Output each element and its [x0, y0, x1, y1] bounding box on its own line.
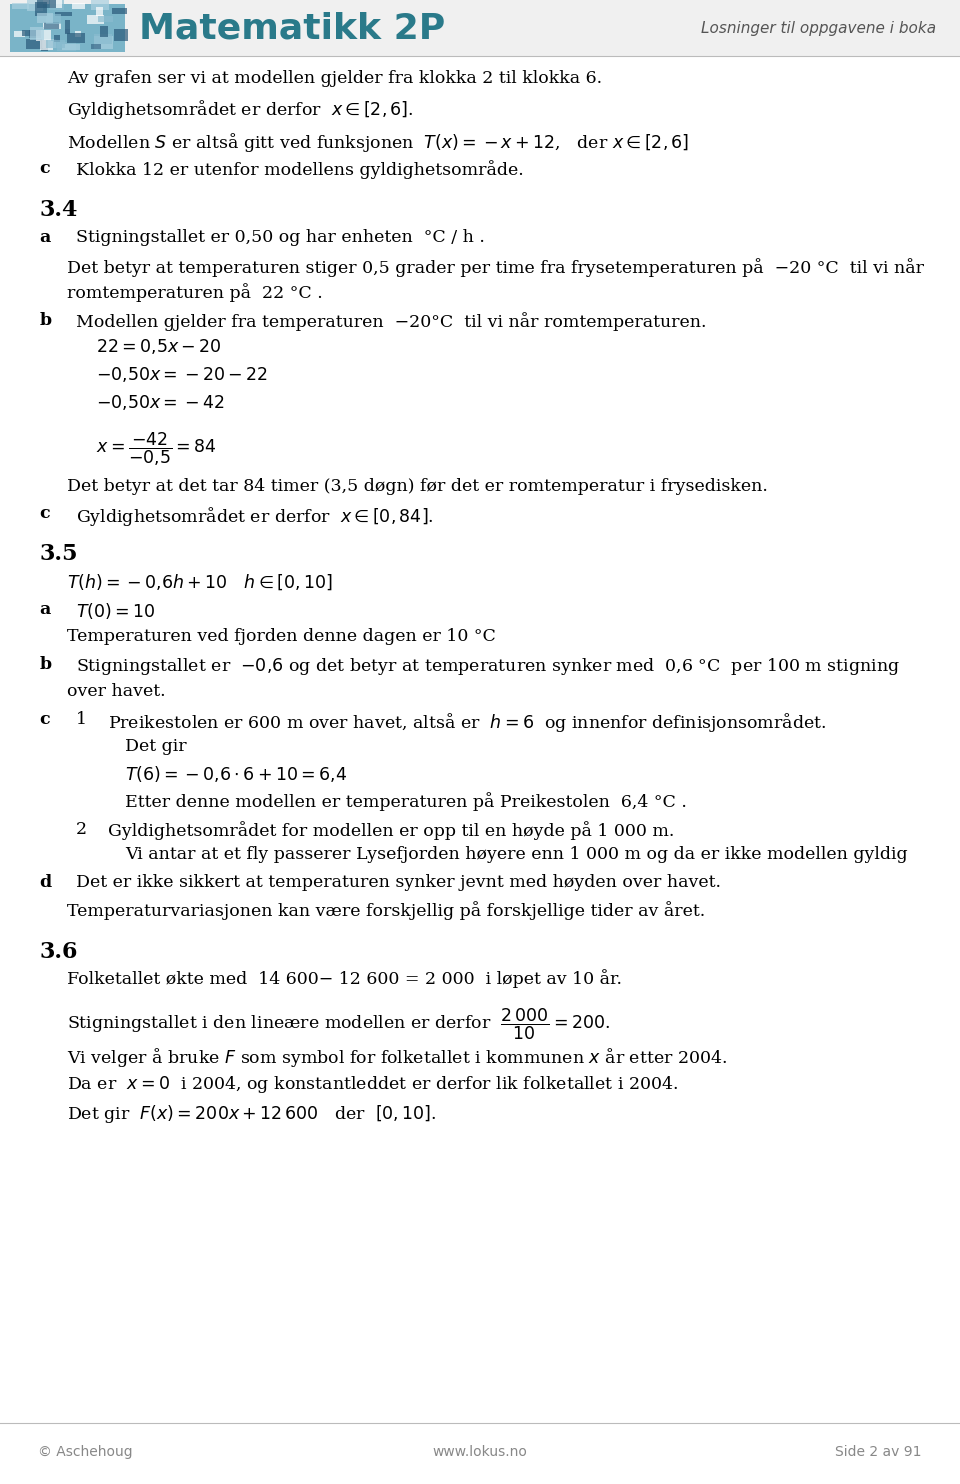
- Bar: [86, 15, 105, 24]
- Bar: [36, 30, 51, 42]
- Text: romtemperaturen på  22 °C .: romtemperaturen på 22 °C .: [67, 283, 323, 303]
- Text: 3.6: 3.6: [39, 941, 78, 963]
- Text: $x=\dfrac{-42}{-0{,}5}=84$: $x=\dfrac{-42}{-0{,}5}=84$: [96, 430, 217, 467]
- Text: $T(0)=10$: $T(0)=10$: [76, 601, 156, 620]
- Bar: [40, 40, 48, 52]
- Text: Gyldighetsområdet for modellen er opp til en høyde på 1 000 m.: Gyldighetsområdet for modellen er opp ti…: [108, 821, 674, 840]
- Text: Det gir: Det gir: [125, 738, 186, 754]
- Text: Temperaturvariasjonen kan være forskjellig på forskjellige tider av året.: Temperaturvariasjonen kan være forskjell…: [67, 901, 706, 920]
- Text: Stigningstallet i den lineære modellen er derfor  $\dfrac{2\,000}{10}=200$.: Stigningstallet i den lineære modellen e…: [67, 1006, 611, 1042]
- Text: Det gir  $F(x)=200x+12\,600$   der  $[0,10]$.: Det gir $F(x)=200x+12\,600$ der $[0,10]$…: [67, 1103, 437, 1125]
- Bar: [49, 0, 64, 9]
- Bar: [14, 31, 25, 37]
- Text: $22=0{,}5x-20$: $22=0{,}5x-20$: [96, 337, 222, 356]
- Text: Gyldighetsområdet er derfor  $x\in[0,84]$.: Gyldighetsområdet er derfor $x\in[0,84]$…: [76, 505, 434, 527]
- Bar: [37, 0, 56, 7]
- Bar: [76, 31, 82, 37]
- Text: c: c: [39, 711, 50, 727]
- Bar: [65, 19, 70, 34]
- Text: b: b: [39, 312, 52, 328]
- Bar: [72, 3, 85, 9]
- Bar: [50, 0, 61, 9]
- Text: $T(6)=-0{,}6\cdot6+10=6{,}4$: $T(6)=-0{,}6\cdot6+10=6{,}4$: [125, 764, 347, 784]
- Text: a: a: [39, 229, 51, 245]
- Bar: [27, 0, 43, 10]
- Bar: [29, 30, 41, 39]
- Text: Temperaturen ved fjorden denne dagen er 10 °C: Temperaturen ved fjorden denne dagen er …: [67, 628, 496, 644]
- Text: Gyldighetsområdet er derfor  $x\in[2,6]$.: Gyldighetsområdet er derfor $x\in[2,6]$.: [67, 98, 414, 120]
- Bar: [58, 42, 76, 52]
- Bar: [46, 40, 64, 47]
- Bar: [42, 40, 57, 47]
- Bar: [30, 27, 44, 40]
- Bar: [10, 4, 125, 52]
- Bar: [91, 45, 101, 49]
- Text: Da er  $x=0$  i 2004, og konstantleddet er derfor lik folketallet i 2004.: Da er $x=0$ i 2004, og konstantleddet er…: [67, 1074, 679, 1095]
- Text: c: c: [39, 505, 50, 521]
- Text: c: c: [39, 160, 50, 177]
- Bar: [113, 30, 129, 42]
- Text: $T(h)=-0{,}6h+10\quad h\in[0,10]$: $T(h)=-0{,}6h+10\quad h\in[0,10]$: [67, 573, 333, 592]
- Bar: [39, 42, 53, 50]
- Bar: [94, 37, 113, 49]
- Text: Det betyr at temperaturen stiger 0,5 grader per time fra frysetemperaturen på  −: Det betyr at temperaturen stiger 0,5 gra…: [67, 258, 924, 278]
- Text: Stigningstallet er 0,50 og har enheten  °C / h .: Stigningstallet er 0,50 og har enheten °…: [76, 229, 485, 245]
- Text: Matematikk 2P: Matematikk 2P: [139, 12, 445, 45]
- Bar: [61, 45, 80, 50]
- Bar: [36, 13, 54, 22]
- Bar: [36, 1, 47, 16]
- Text: Modellen gjelder fra temperaturen  −20°C  til vi når romtemperaturen.: Modellen gjelder fra temperaturen −20°C …: [76, 312, 707, 331]
- Bar: [54, 36, 60, 42]
- Text: a: a: [39, 601, 51, 617]
- Bar: [91, 0, 109, 10]
- Bar: [65, 28, 70, 33]
- Text: Etter denne modellen er temperaturen på Preikestolen  6,4 °C .: Etter denne modellen er temperaturen på …: [125, 792, 686, 812]
- Text: b: b: [39, 656, 52, 672]
- Bar: [22, 30, 40, 36]
- Text: Av grafen ser vi at modellen gjelder fra klokka 2 til klokka 6.: Av grafen ser vi at modellen gjelder fra…: [67, 70, 602, 86]
- Bar: [12, 3, 29, 9]
- Text: Modellen $S$ er altså gitt ved funksjonen  $T(x)=-x+12$,   der $x\in[2,6]$: Modellen $S$ er altså gitt ved funksjone…: [67, 131, 689, 153]
- Text: 3.5: 3.5: [39, 543, 78, 565]
- Bar: [112, 9, 128, 15]
- Text: over havet.: over havet.: [67, 683, 166, 699]
- Bar: [0, 0, 960, 56]
- Text: Klokka 12 er utenfor modellens gyldighetsområde.: Klokka 12 er utenfor modellens gyldighet…: [76, 160, 523, 180]
- Text: Folketallet økte med  14 600− 12 600 = 2 000  i løpet av 10 år.: Folketallet økte med 14 600− 12 600 = 2 …: [67, 969, 622, 988]
- Text: www.lokus.no: www.lokus.no: [433, 1445, 527, 1459]
- Bar: [43, 24, 60, 30]
- Text: Vi velger å bruke $F$ som symbol for folketallet i kommunen $x$ år etter 2004.: Vi velger å bruke $F$ som symbol for fol…: [67, 1046, 728, 1068]
- Text: Det er ikke sikkert at temperaturen synker jevnt med høyden over havet.: Det er ikke sikkert at temperaturen synk…: [76, 874, 721, 890]
- Text: $-0{,}50x=-42$: $-0{,}50x=-42$: [96, 393, 225, 413]
- Text: © Aschehoug: © Aschehoug: [38, 1445, 133, 1459]
- Text: d: d: [39, 874, 52, 890]
- Bar: [98, 16, 113, 22]
- Text: Stigningstallet er  $-0{,}6$ og det betyr at temperaturen synker med  0,6 °C  pe: Stigningstallet er $-0{,}6$ og det betyr…: [76, 656, 900, 677]
- Text: 1: 1: [76, 711, 86, 727]
- Text: 2: 2: [76, 821, 87, 837]
- Bar: [26, 39, 43, 49]
- Text: $-0{,}50x=-20-22$: $-0{,}50x=-20-22$: [96, 365, 268, 384]
- Bar: [94, 34, 112, 43]
- Text: Vi antar at et fly passerer Lysefjorden høyere enn 1 000 m og da er ikke modelle: Vi antar at et fly passerer Lysefjorden …: [125, 846, 907, 862]
- Bar: [96, 7, 103, 16]
- Text: Side 2 av 91: Side 2 av 91: [835, 1445, 922, 1459]
- Bar: [42, 24, 55, 28]
- Text: 3.4: 3.4: [39, 199, 78, 221]
- Text: Losninger til oppgavene i boka: Losninger til oppgavene i boka: [701, 21, 936, 36]
- Bar: [55, 12, 72, 15]
- Text: Preikestolen er 600 m over havet, altså er  $h=6$  og innenfor definisjonsområde: Preikestolen er 600 m over havet, altså …: [108, 711, 826, 733]
- Text: Det betyr at det tar 84 timer (3,5 døgn) før det er romtemperatur i frysedisken.: Det betyr at det tar 84 timer (3,5 døgn)…: [67, 478, 768, 494]
- Bar: [46, 15, 60, 24]
- Bar: [44, 22, 59, 28]
- Bar: [100, 27, 108, 37]
- Bar: [66, 33, 85, 43]
